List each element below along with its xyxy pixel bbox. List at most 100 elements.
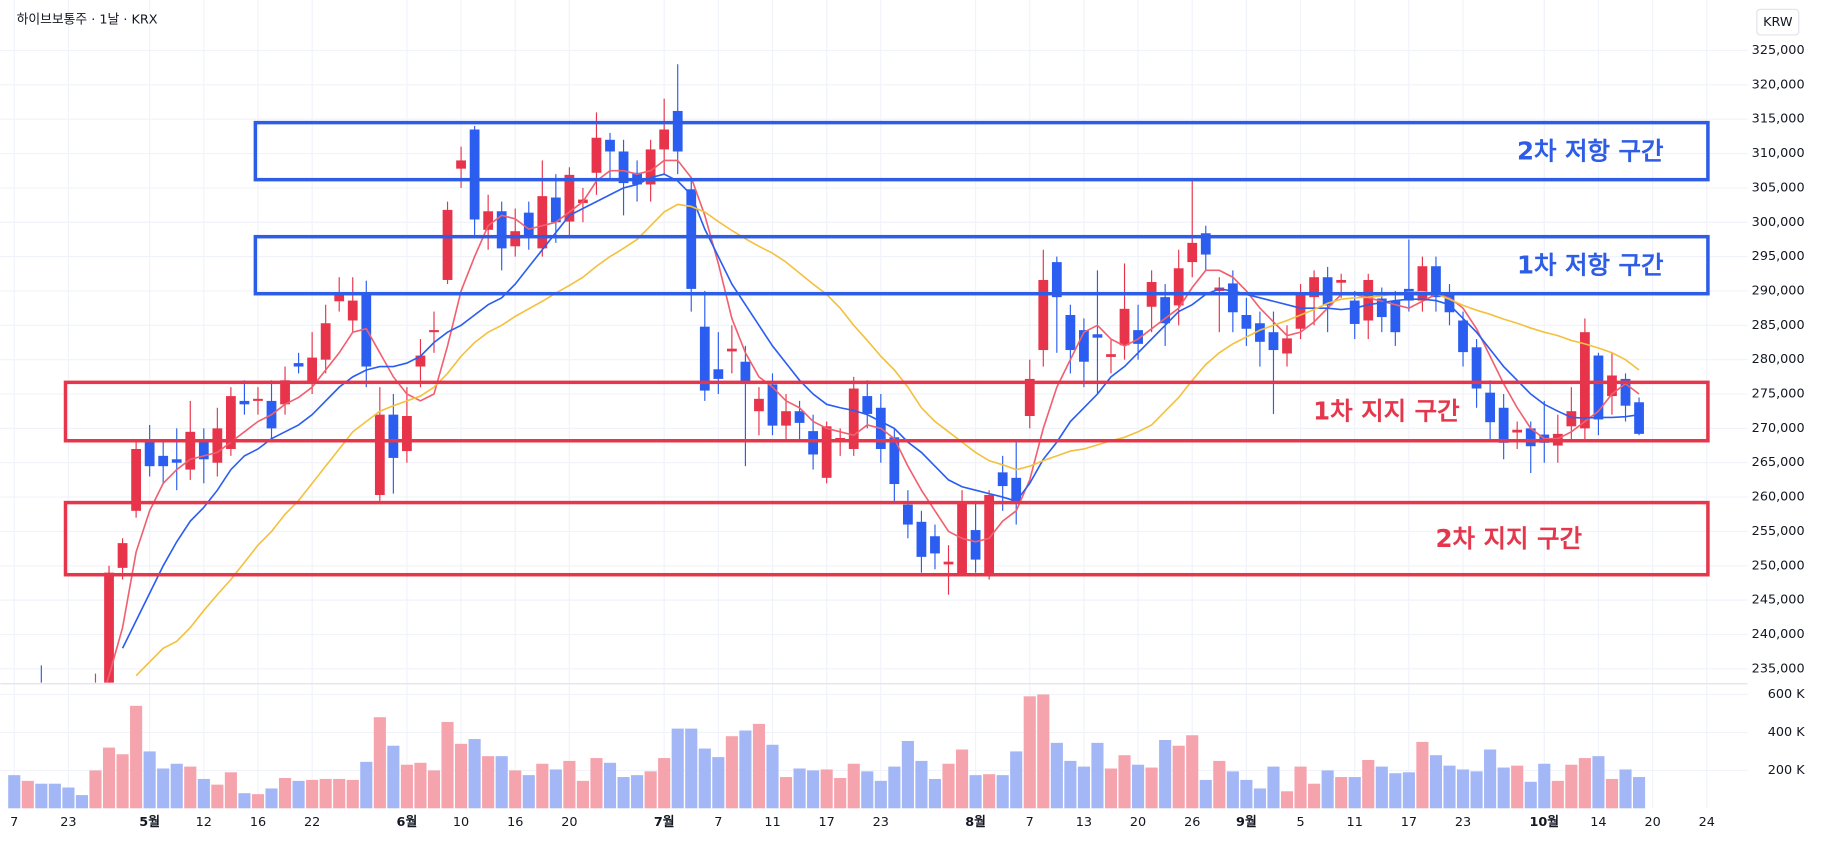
volume-tick-label: 200 K xyxy=(1768,763,1805,778)
x-tick-label: 23 xyxy=(873,815,889,830)
candle-body xyxy=(1295,295,1306,329)
candle-body xyxy=(320,323,331,360)
candle-body xyxy=(334,294,345,302)
price-pane xyxy=(36,64,1644,717)
candle-body xyxy=(225,396,236,449)
zone-label: 1차 저항 구간 xyxy=(1517,250,1664,279)
volume-bar xyxy=(48,783,61,809)
candle-body xyxy=(1580,332,1590,429)
candle-body xyxy=(1376,298,1387,318)
x-tick-label: 20 xyxy=(1130,815,1146,830)
candle-body xyxy=(1079,330,1089,362)
volume-bar xyxy=(1551,780,1564,809)
candle-body xyxy=(158,455,169,467)
volume-bar xyxy=(1077,766,1090,809)
volume-bar xyxy=(102,747,116,809)
volume-bar xyxy=(942,763,955,809)
candle-body xyxy=(1051,262,1062,298)
volume-bar xyxy=(62,787,75,809)
zone-box xyxy=(63,500,1710,577)
candle-body xyxy=(713,369,724,379)
volume-bar xyxy=(603,762,617,809)
moving-average-line xyxy=(105,159,1640,683)
candle-body xyxy=(510,231,521,247)
volume-bar xyxy=(1565,764,1578,809)
zone-label: 2차 저항 구간 xyxy=(1517,136,1664,165)
candle-body xyxy=(442,209,453,280)
candle-body xyxy=(402,416,412,452)
volume-bar xyxy=(346,779,359,809)
x-tick-label: 9월 xyxy=(1236,814,1257,830)
y-tick-label: 275,000 xyxy=(1752,387,1805,402)
candle-body xyxy=(1431,266,1441,298)
volume-bar xyxy=(644,771,657,809)
volume-bar xyxy=(509,770,522,809)
currency-box xyxy=(1756,8,1800,36)
volume-bar xyxy=(928,778,942,809)
volume-bar xyxy=(360,761,373,809)
candle-body xyxy=(36,703,46,717)
currency-label: KRW xyxy=(1763,15,1793,30)
candle-body xyxy=(537,196,548,249)
candle-body xyxy=(740,361,751,381)
volume-bar xyxy=(373,717,386,809)
x-tick-label: 7 xyxy=(10,815,18,830)
x-tick-label: 10 xyxy=(453,815,469,830)
volume-bar xyxy=(157,768,170,809)
volume-bar xyxy=(143,751,156,809)
volume-bar xyxy=(1294,766,1307,809)
candle-body xyxy=(1187,242,1198,263)
x-tick-label: 6월 xyxy=(397,814,418,830)
x-tick-label: 16 xyxy=(250,815,266,830)
candle-body xyxy=(117,543,128,568)
volume-bar xyxy=(1226,771,1239,809)
y-tick-label: 295,000 xyxy=(1752,249,1805,264)
x-tick-label: 8월 xyxy=(965,814,986,830)
candle-body xyxy=(821,426,832,478)
volume-bar xyxy=(739,730,752,809)
y-tick-label: 260,000 xyxy=(1752,490,1805,505)
y-tick-label: 245,000 xyxy=(1752,593,1805,608)
x-tick-label: 12 xyxy=(196,815,212,830)
candle-body xyxy=(1349,300,1360,324)
volume-bar xyxy=(1605,778,1619,809)
zone-box xyxy=(63,380,1710,443)
volume-bar xyxy=(969,775,982,809)
candle-body xyxy=(645,149,656,185)
y-tick-label: 290,000 xyxy=(1752,283,1805,298)
candle-body xyxy=(198,442,209,460)
x-tick-label: 7 xyxy=(1026,815,1034,830)
candle-body xyxy=(1227,283,1238,313)
candle-body xyxy=(1471,347,1482,389)
volume-bar xyxy=(211,784,224,809)
x-tick-label: 7월 xyxy=(654,814,675,830)
volume-bar xyxy=(495,756,508,809)
candle-body xyxy=(997,472,1008,487)
volume-bar xyxy=(89,770,102,809)
volume-bar xyxy=(1064,760,1077,809)
candle-body xyxy=(1620,378,1631,406)
volume-bar xyxy=(427,770,441,809)
volume-bar xyxy=(685,728,698,809)
volume-bar xyxy=(1118,755,1131,809)
candle-body xyxy=(618,151,629,184)
candle-body xyxy=(1133,330,1143,344)
candle-body xyxy=(1268,332,1279,351)
candle-body xyxy=(550,197,561,223)
volume-bar xyxy=(671,728,684,809)
candle-body xyxy=(1106,354,1116,357)
candle-body xyxy=(1024,378,1035,417)
volume-bar xyxy=(265,788,278,809)
volume-bar xyxy=(1511,765,1524,809)
volume-bar xyxy=(1010,751,1023,809)
volume-bar xyxy=(1443,765,1456,809)
candle-body xyxy=(1322,277,1333,306)
volume-bar xyxy=(224,772,237,809)
volume-bar xyxy=(766,744,779,809)
volume-bar xyxy=(793,768,806,809)
zone-box xyxy=(253,120,1710,182)
volume-bar xyxy=(414,762,427,809)
y-tick-label: 300,000 xyxy=(1752,215,1805,230)
x-tick-label: 23 xyxy=(1455,815,1471,830)
